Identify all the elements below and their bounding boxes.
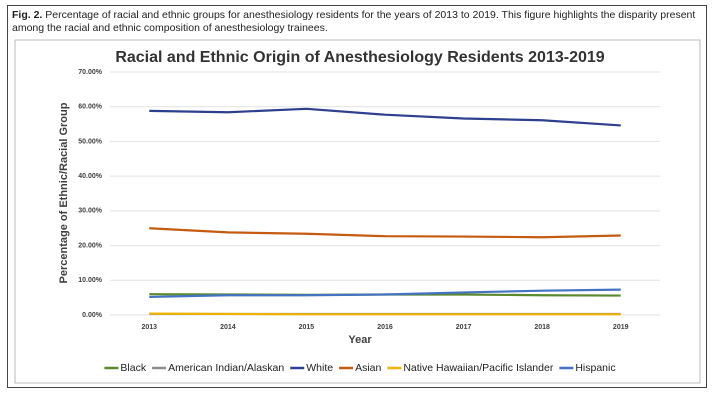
caption-label: Fig. 2. [12,9,43,21]
x-tick-label: 2013 [141,324,157,331]
chart-title: Racial and Ethnic Origin of Anesthesiolo… [115,49,604,66]
y-tick-label: 10.00% [78,277,103,284]
y-tick-label: 20.00% [78,242,103,249]
x-tick-label: 2017 [456,324,472,331]
series-line [149,288,621,299]
y-tick-label: 60.00% [78,104,103,111]
y-tick-label: 70.00% [78,69,103,76]
series-line [149,107,621,127]
figure-frame [7,5,707,388]
y-tick-label: 40.00% [78,173,103,180]
legend-label: Native Hawaiian/Pacific Islander [403,362,553,374]
y-tick-label: 0.00% [82,312,103,319]
x-tick-label: 2015 [299,324,315,331]
x-axis-label: Year [348,334,372,346]
chart-border [14,39,701,384]
y-tick-label: 50.00% [78,138,103,145]
x-tick-label: 2018 [534,324,550,331]
y-tick-label: 30.00% [78,208,103,215]
legend-label: Asian [355,362,381,374]
x-tick-label: 2019 [613,324,629,331]
legend-label: American Indian/Alaskan [168,362,284,374]
caption-text: Percentage of racial and ethnic groups f… [12,9,696,34]
y-axis-label: Percentage of Ethnic/Racial Group [58,102,70,283]
legend-label: Hispanic [575,362,615,374]
series-line [149,227,621,239]
legend-label: White [306,362,333,374]
series-line [149,312,621,316]
x-tick-label: 2014 [220,324,236,331]
legend-label: Black [120,362,146,374]
x-tick-label: 2016 [377,324,393,331]
caption: Fig. 2. Percentage of racial and ethnic … [12,9,702,35]
